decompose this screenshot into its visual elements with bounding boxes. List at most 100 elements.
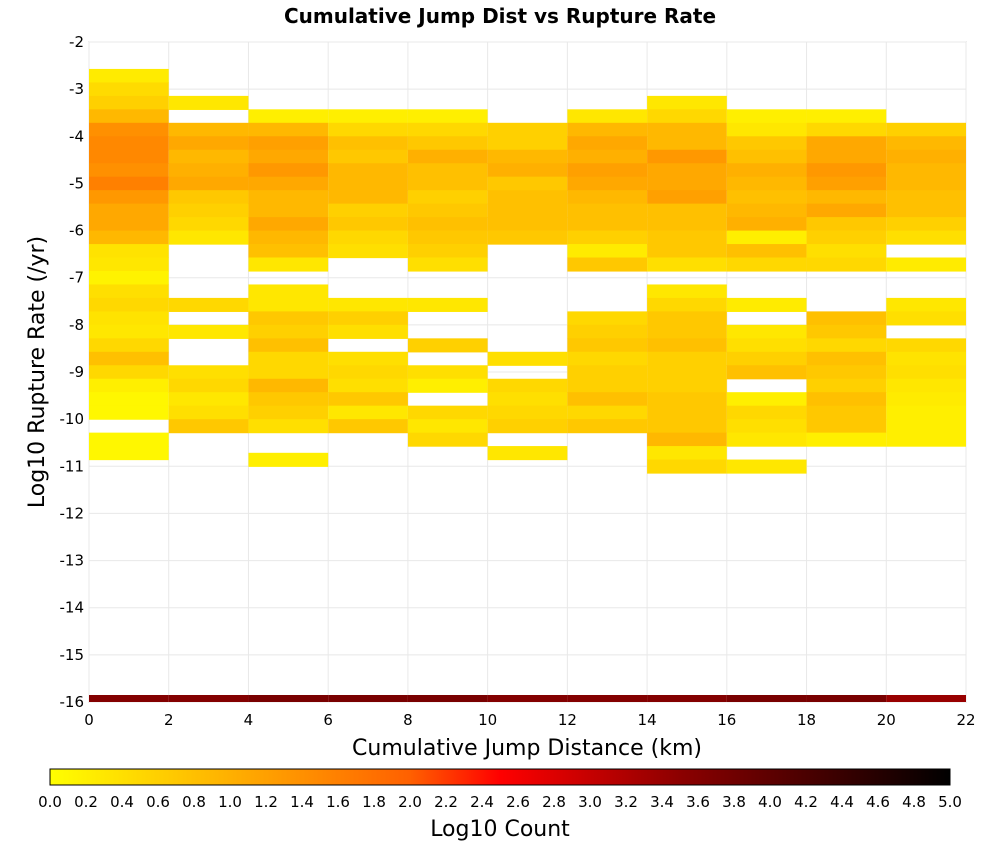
- heatmap-cell: [647, 446, 727, 461]
- heatmap-cell: [567, 378, 648, 393]
- heatmap-cell: [886, 378, 966, 393]
- y-tick-label: -4: [69, 127, 84, 145]
- heatmap-cell: [168, 95, 249, 110]
- colorbar-tick-label: 4.0: [758, 793, 782, 811]
- y-axis-title: Log10 Rupture Rate (/yr): [25, 236, 50, 508]
- heatmap-cell: [89, 432, 169, 447]
- heatmap-cell: [487, 203, 568, 218]
- heatmap-cell: [726, 338, 807, 353]
- heatmap-cell: [886, 257, 966, 272]
- heatmap-cell: [886, 392, 966, 407]
- heatmap-cell: [726, 244, 807, 259]
- heatmap-cell: [567, 351, 648, 366]
- heatmap-cell: [886, 419, 966, 434]
- heatmap-cell: [328, 244, 408, 259]
- heatmap-cell: [806, 149, 887, 164]
- heatmap-cell: [89, 109, 169, 124]
- heatmap-cell: [89, 324, 169, 339]
- colorbar-title: Log10 Count: [430, 817, 570, 842]
- colorbar-tick-label: 2.8: [542, 793, 566, 811]
- heatmap-cell: [407, 163, 488, 178]
- heatmap-cell: [168, 176, 249, 191]
- heatmap-cell: [89, 338, 169, 353]
- heatmap-cell: [407, 190, 488, 205]
- heatmap-cell: [89, 68, 169, 83]
- heatmap-cell: [487, 446, 568, 461]
- heatmap-cell: [487, 230, 568, 245]
- heatmap-cell: [248, 405, 329, 420]
- heatmap-cell: [806, 176, 887, 191]
- colorbar-tick-label: 0.6: [146, 793, 170, 811]
- heatmap-cell: [647, 244, 727, 259]
- heatmap-cell: [726, 459, 807, 474]
- heatmap-cell: [567, 122, 648, 137]
- colorbar-ticks: 0.0 0.2 0.4 0.6 0.8 1.0 1.2 1.4 1.6 1.8 2.0 2.2 2.4 2…: [38, 793, 962, 811]
- heatmap-cell: [647, 419, 727, 434]
- heatmap-cell: [248, 284, 329, 299]
- heatmap-cell: [806, 405, 887, 420]
- bottom-band-cell: [726, 695, 807, 702]
- heatmap-cell: [328, 109, 408, 124]
- heatmap-cell: [89, 351, 169, 366]
- heatmap-cell: [328, 405, 408, 420]
- heatmap-cell: [248, 378, 329, 393]
- heatmap-cell: [168, 203, 249, 218]
- colorbar-tick-label: 1.2: [254, 793, 278, 811]
- heatmap-cell: [726, 324, 807, 339]
- x-tick-label: 4: [244, 711, 254, 729]
- heatmap-cell: [328, 351, 408, 366]
- heatmap-cell: [89, 244, 169, 259]
- x-tick-label: 6: [323, 711, 333, 729]
- heatmap-cell: [567, 365, 648, 380]
- x-axis-ticks: 0 2 4 6 8 10 12 14 16 18 20 22: [84, 711, 975, 729]
- heatmap-cell: [89, 446, 169, 461]
- heatmap-cell: [328, 324, 408, 339]
- colorbar-tick-label: 4.2: [794, 793, 818, 811]
- heatmap-cell: [168, 163, 249, 178]
- heatmap-cell: [407, 149, 488, 164]
- heatmap-cell: [726, 297, 807, 312]
- heatmap-cell: [726, 109, 807, 124]
- heatmap-cell: [89, 405, 169, 420]
- heatmap-cell: [726, 392, 807, 407]
- heatmap-cell: [567, 257, 648, 272]
- heatmap-cell: [89, 311, 169, 326]
- heatmap-cell: [886, 176, 966, 191]
- colorbar-tick-label: 0.4: [110, 793, 134, 811]
- heatmap-cell: [487, 122, 568, 137]
- heatmap-cell: [248, 217, 329, 232]
- heatmap-cell: [806, 419, 887, 434]
- heatmap-cell: [647, 109, 727, 124]
- heatmap-cell: [886, 297, 966, 312]
- heatmap-cell: [647, 190, 727, 205]
- heatmap-cell: [487, 163, 568, 178]
- heatmap-cell: [328, 419, 408, 434]
- heatmap-cell: [407, 338, 488, 353]
- x-tick-label: 20: [877, 711, 896, 729]
- heatmap-cell: [567, 109, 648, 124]
- heatmap-cell: [567, 203, 648, 218]
- heatmap-cell: [886, 405, 966, 420]
- colorbar-tick-label: 3.0: [578, 793, 602, 811]
- y-tick-label: -7: [69, 269, 84, 287]
- heatmap-cell: [806, 392, 887, 407]
- heatmap-cell: [806, 163, 887, 178]
- heatmap-cell: [248, 257, 329, 272]
- x-tick-label: 22: [956, 711, 975, 729]
- heatmap-cell: [567, 190, 648, 205]
- heatmap-cell: [407, 230, 488, 245]
- y-tick-label: -8: [69, 316, 84, 334]
- heatmap-cell: [487, 392, 568, 407]
- heatmap-cell: [248, 244, 329, 259]
- heatmap-cell: [487, 217, 568, 232]
- heatmap-cell: [248, 122, 329, 137]
- heatmap-cell: [567, 136, 648, 151]
- heatmap-cell: [806, 257, 887, 272]
- heatmap-cell: [168, 378, 249, 393]
- heatmap-cell: [328, 190, 408, 205]
- heatmap-cell: [647, 136, 727, 151]
- heatmap-cell: [487, 176, 568, 191]
- heatmap-cell: [806, 365, 887, 380]
- heatmap-cell: [168, 230, 249, 245]
